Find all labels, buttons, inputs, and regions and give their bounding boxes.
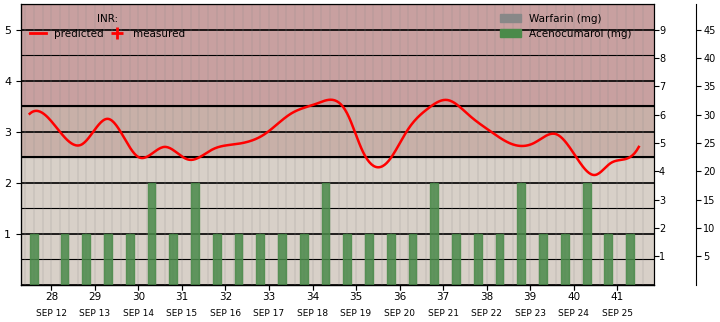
- Bar: [82, 233, 90, 285]
- Bar: [495, 233, 503, 285]
- Bar: [518, 183, 526, 285]
- Bar: [169, 233, 177, 285]
- Bar: [539, 233, 547, 285]
- Bar: [452, 233, 460, 285]
- Bar: [387, 233, 395, 285]
- Bar: [235, 233, 243, 285]
- Bar: [561, 233, 569, 285]
- Bar: [343, 233, 351, 285]
- Bar: [21, 157, 654, 285]
- Bar: [21, 106, 654, 157]
- Bar: [60, 233, 68, 285]
- Bar: [104, 233, 112, 285]
- Bar: [431, 183, 438, 285]
- Bar: [278, 233, 286, 285]
- Bar: [126, 233, 134, 285]
- Bar: [322, 183, 330, 285]
- Bar: [409, 233, 416, 285]
- Legend: Warfarin (mg), Acenocumarol (mg): Warfarin (mg), Acenocumarol (mg): [496, 9, 636, 43]
- Bar: [365, 233, 373, 285]
- Bar: [21, 4, 654, 106]
- Bar: [213, 233, 221, 285]
- Bar: [474, 233, 482, 285]
- Bar: [582, 183, 590, 285]
- Bar: [256, 233, 264, 285]
- Bar: [148, 183, 156, 285]
- Bar: [300, 233, 307, 285]
- Bar: [30, 233, 38, 285]
- Bar: [604, 233, 612, 285]
- Bar: [626, 233, 634, 285]
- Bar: [191, 183, 199, 285]
